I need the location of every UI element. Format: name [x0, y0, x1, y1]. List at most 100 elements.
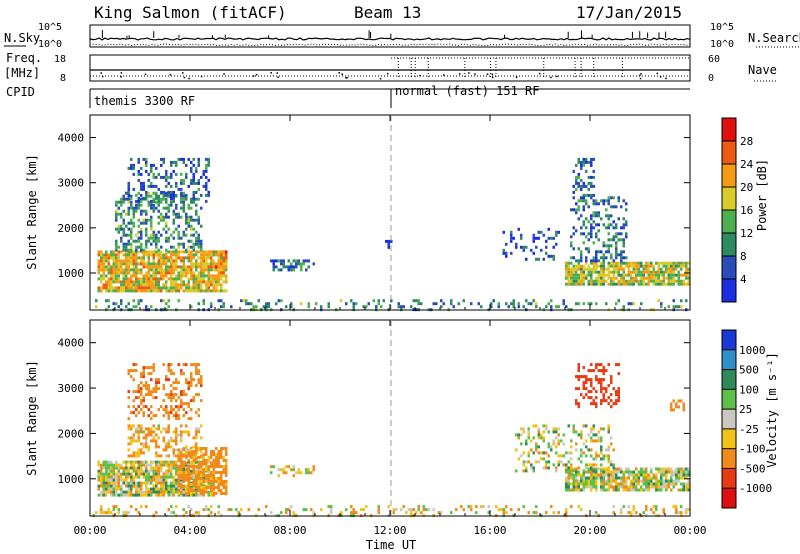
data-cell — [610, 276, 613, 280]
data-cell — [112, 463, 115, 467]
data-cell — [307, 468, 310, 472]
data-cell — [602, 273, 605, 277]
data-cell — [647, 264, 650, 268]
data-cell — [130, 194, 133, 198]
data-cell — [190, 477, 193, 480]
data-cell — [487, 505, 490, 509]
data-cell — [170, 250, 173, 254]
data-cell — [535, 302, 538, 306]
data-cell — [670, 479, 673, 483]
data-cell — [172, 253, 175, 257]
data-cell — [192, 245, 195, 249]
data-cell — [615, 479, 618, 483]
data-cell — [132, 215, 135, 219]
data-cell — [462, 508, 465, 512]
data-cell — [610, 381, 613, 385]
data-cell — [680, 267, 683, 271]
data-cell — [572, 267, 575, 271]
data-cell — [410, 508, 413, 512]
data-cell — [155, 460, 158, 464]
data-cell — [637, 488, 640, 492]
x-tick-label: 00:00 — [73, 524, 106, 537]
data-cell — [210, 268, 213, 272]
data-cell — [237, 511, 240, 515]
data-cell — [587, 369, 590, 373]
data-cell — [640, 264, 643, 268]
data-cell — [217, 483, 220, 486]
data-cell — [570, 445, 573, 449]
data-cell — [155, 206, 158, 210]
data-cell — [617, 467, 620, 471]
data-cell — [350, 511, 353, 515]
data-cell — [197, 478, 200, 482]
data-cell — [122, 245, 125, 249]
data-cell — [180, 459, 183, 462]
data-cell — [130, 286, 133, 290]
data-cell — [422, 508, 425, 512]
data-cell — [580, 273, 583, 277]
power-colorbar-segment — [722, 279, 736, 303]
data-cell — [572, 184, 575, 188]
data-cell — [137, 268, 140, 272]
data-cell — [675, 279, 678, 283]
data-cell — [107, 508, 110, 512]
data-cell — [152, 250, 155, 254]
data-cell — [612, 470, 615, 474]
data-cell — [667, 482, 670, 486]
data-cell — [615, 250, 618, 254]
data-cell — [592, 424, 595, 428]
data-cell — [110, 481, 113, 485]
data-cell — [580, 199, 583, 203]
data-cell — [157, 196, 160, 200]
data-cell — [567, 460, 570, 464]
data-cell — [200, 483, 203, 486]
data-cell — [212, 253, 215, 257]
data-cell — [150, 490, 153, 494]
data-cell — [682, 261, 685, 265]
data-cell — [195, 283, 198, 287]
data-cell — [200, 474, 203, 477]
data-cell — [177, 253, 180, 257]
freq-dot — [640, 73, 642, 75]
data-cell — [112, 259, 115, 263]
data-cell — [622, 199, 625, 203]
data-cell — [655, 505, 658, 509]
data-cell — [117, 487, 120, 491]
data-cell — [490, 305, 493, 309]
data-cell — [165, 253, 168, 257]
data-cell — [140, 390, 143, 394]
data-cell — [577, 466, 580, 470]
data-cell — [650, 485, 653, 489]
data-cell — [600, 482, 603, 486]
data-cell — [517, 436, 520, 440]
data-cell — [175, 193, 178, 197]
data-cell — [215, 480, 218, 483]
data-cell — [660, 273, 663, 277]
data-cell — [635, 270, 638, 274]
data-cell — [482, 505, 485, 509]
data-cell — [595, 211, 598, 215]
data-cell — [567, 282, 570, 286]
data-cell — [197, 430, 200, 434]
data-cell — [100, 277, 103, 281]
data-cell — [197, 181, 200, 185]
data-cell — [162, 478, 165, 482]
data-cell — [602, 470, 605, 474]
data-cell — [537, 460, 540, 464]
data-cell — [115, 212, 118, 216]
data-cell — [185, 456, 188, 459]
data-cell — [187, 480, 190, 483]
data-cell — [590, 378, 593, 382]
data-cell — [175, 399, 178, 403]
data-cell — [122, 221, 125, 225]
data-cell — [670, 488, 673, 492]
data-cell — [192, 399, 195, 403]
data-cell — [105, 493, 108, 497]
data-cell — [135, 305, 138, 309]
data-cell — [145, 387, 148, 391]
data-cell — [172, 268, 175, 272]
data-cell — [582, 232, 585, 236]
data-cell — [127, 405, 130, 409]
data-cell — [660, 282, 663, 286]
data-cell — [100, 262, 103, 266]
